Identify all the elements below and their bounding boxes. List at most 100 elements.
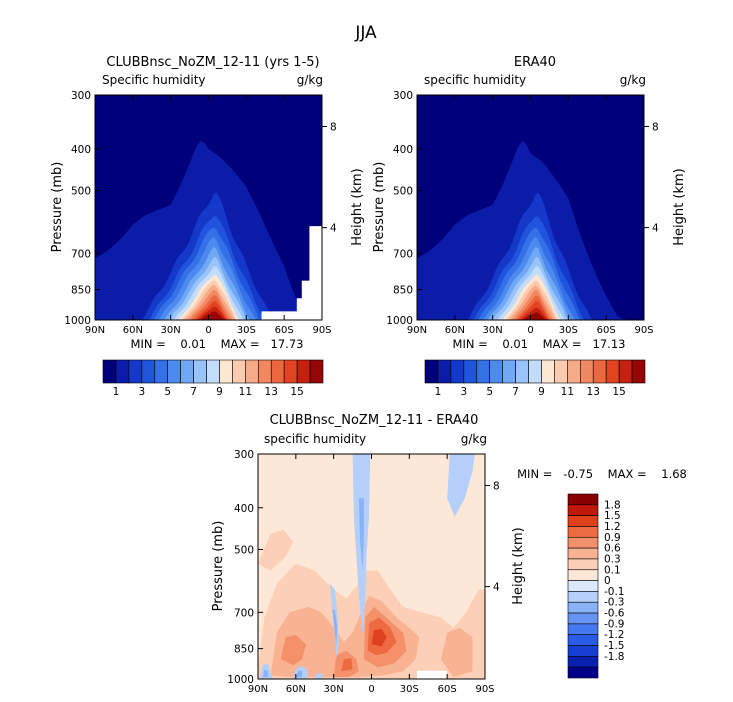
colorbar-label: 13 <box>265 386 278 398</box>
colorbar-swatch <box>567 547 599 560</box>
panel-model: CLUBBnsc_NoZM_12-11 (yrs 1-5) Specific h… <box>50 55 365 351</box>
colorbar-swatch <box>128 359 143 384</box>
contour-level-6 <box>358 498 364 571</box>
y-right-tick-label: 8 <box>493 480 500 492</box>
colorbar-swatch <box>592 359 607 384</box>
contour-plot: 90N 60N 30N 0 30S 60S 90S 300 400 500 700 850 1000 8 4 <box>64 90 337 336</box>
colorbar-model: 1 3 5 7 9 11 13 15 <box>102 359 324 398</box>
x-tick-label: 30S <box>559 325 578 336</box>
y-tick-label: 700 <box>71 248 91 260</box>
contour-level-7 <box>314 673 324 679</box>
colorbar-swatch <box>528 359 542 384</box>
contour-level-15 <box>95 306 322 320</box>
colorbar-label: 11 <box>561 386 574 398</box>
colorbar-swatch <box>567 645 599 657</box>
contour-level-15 <box>417 307 644 320</box>
y-axis-label: Pressure (mb) <box>372 162 387 253</box>
colorbar-label: 9 <box>538 386 545 398</box>
colorbar-swatch <box>437 359 452 384</box>
colorbar-swatch <box>618 359 633 384</box>
panel-obs: ERA40 specific humidity g/kg 90N 60N 30N 0 3… <box>372 55 687 351</box>
min-max-readout: MIN = -0.75 MAX = 1.68 <box>517 467 687 481</box>
colorbar-swatch <box>567 536 599 549</box>
colorbar-swatch <box>567 558 599 571</box>
x-tick-label: 60N <box>286 684 306 695</box>
colorbar-label: 1 <box>113 386 120 398</box>
contour-level-11 <box>440 627 473 678</box>
x-tick-label: 60N <box>445 325 465 336</box>
variable-label: Specific humidity <box>102 73 206 87</box>
colorbar-swatch <box>309 359 324 384</box>
x-tick-label: 60S <box>275 325 294 336</box>
colorbar-swatch <box>567 612 599 625</box>
colorbar-swatch <box>567 504 599 516</box>
colorbar-label: 1.2 <box>604 521 621 533</box>
y-right-tick-label: 8 <box>330 121 337 133</box>
colorbar-label: 15 <box>290 386 303 398</box>
x-tick-label: 60N <box>123 325 143 336</box>
y-axis-label: Pressure (mb) <box>211 521 226 612</box>
colorbar-label: 5 <box>486 386 493 398</box>
colorbar-label: 11 <box>239 386 252 398</box>
contour-level-14 <box>371 628 387 647</box>
colorbar-swatch <box>450 359 465 384</box>
contour-level-7 <box>447 454 475 517</box>
y-tick-label: 1000 <box>227 674 254 686</box>
colorbar-label: -1.2 <box>604 629 625 641</box>
colorbar-swatch <box>270 359 285 384</box>
x-tick-label: 90S <box>475 684 494 695</box>
colorbar-swatch <box>567 634 599 646</box>
colorbar-swatch <box>567 580 599 592</box>
colorbar-swatch <box>115 359 130 384</box>
contour-level-12 <box>280 634 306 666</box>
colorbar-label: 7 <box>190 386 197 398</box>
y-tick-label: 850 <box>393 285 413 297</box>
y-right-tick-label: 4 <box>493 582 500 594</box>
panel-title: CLUBBnsc_NoZM_12-11 (yrs 1-5) <box>106 55 319 70</box>
colorbar-swatch <box>193 359 207 384</box>
colorbar-swatch <box>567 359 581 384</box>
panel-title: CLUBBnsc_NoZM_12-11 - ERA40 <box>270 413 479 428</box>
x-tick-label: 30N <box>483 325 503 336</box>
missing-data-region <box>261 226 322 320</box>
x-tick-label: 90N <box>407 325 427 336</box>
contour-level-14 <box>417 301 644 320</box>
colorbar-label: 9 <box>216 386 223 398</box>
units-label: g/kg <box>461 432 487 446</box>
y-axis-label: Pressure (mb) <box>50 162 65 253</box>
y-right-tick-label: 4 <box>330 223 337 235</box>
y-tick-label: 400 <box>393 144 413 156</box>
colorbar-label: -0.9 <box>604 618 625 630</box>
colorbar-swatch <box>567 591 599 603</box>
x-tick-label: 30S <box>237 325 256 336</box>
colorbar-swatch <box>515 359 529 384</box>
y-tick-label: 850 <box>234 644 254 656</box>
units-label: g/kg <box>297 73 323 87</box>
colorbar-label: 13 <box>587 386 600 398</box>
colorbar-swatch <box>283 359 298 384</box>
x-tick-label: 30N <box>161 325 181 336</box>
colorbar-swatch <box>567 623 599 636</box>
colorbar-label: 7 <box>512 386 519 398</box>
y-tick-label: 1000 <box>64 315 91 327</box>
min-max-readout: MIN = 0.01 MAX = 17.73 <box>131 337 304 351</box>
y-tick-label: 500 <box>234 544 254 556</box>
colorbar-swatch <box>167 359 181 384</box>
y-tick-label: 500 <box>71 185 91 197</box>
x-tick-label: 60S <box>597 325 616 336</box>
colorbar-swatch <box>567 526 599 538</box>
y-axis-right-label: Height (km) <box>672 168 687 245</box>
colorbar-swatch <box>567 666 599 679</box>
colorbar-swatch <box>605 359 620 384</box>
colorbar-swatch <box>567 493 599 506</box>
colorbar-label: -0.6 <box>604 608 625 620</box>
y-axis-right-label: Height (km) <box>511 527 526 604</box>
colorbar-swatch <box>296 359 311 384</box>
y-tick-label: 700 <box>234 607 254 619</box>
y-tick-label: 400 <box>234 503 254 515</box>
y-tick-label: 300 <box>234 449 254 461</box>
colorbar-label: 0.3 <box>604 553 621 565</box>
y-tick-label: 400 <box>71 144 91 156</box>
colorbar-swatch <box>206 359 220 384</box>
